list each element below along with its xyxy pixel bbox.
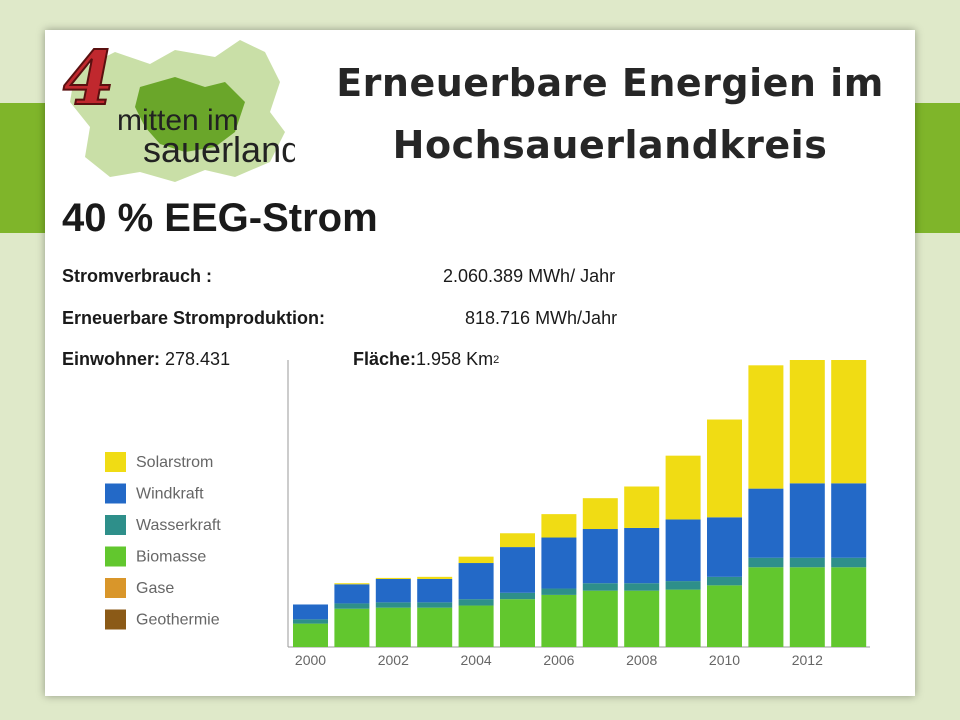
inhabitants-row: Einwohner: 278.431 [62, 349, 230, 370]
legend-swatch-gase [105, 578, 126, 598]
bar-windkraft-2003 [417, 578, 453, 603]
headline: 40 % EEG-Strom [62, 196, 378, 240]
bar-biomasse-2004 [458, 605, 494, 647]
bar-biomasse-2012 [789, 567, 825, 647]
bar-solarstrom-2010 [707, 419, 742, 518]
logo-line1: mitten im [117, 104, 239, 137]
bar-wasserkraft-2007 [582, 583, 618, 591]
bar-wasserkraft-2001 [334, 603, 370, 609]
bar-biomasse-2010 [707, 585, 742, 647]
bar-biomasse-2001 [334, 608, 370, 647]
bar-windkraft-2010 [707, 517, 742, 577]
bar-solarstrom-2003 [417, 576, 453, 579]
energy-bar-chart: 2000 2002 2004 2006 2008 2010 2012 Solarstrom Wi… [105, 360, 870, 668]
legend-swatch-biomasse [105, 546, 126, 567]
production-value: 818.716 MWh/Jahr [465, 308, 618, 328]
bar-wasserkraft-2002 [375, 602, 411, 608]
title-line1: Erneuerbare Energien im [336, 61, 884, 105]
title-line2: Hochsauerlandkreis [392, 123, 828, 167]
bar-wasserkraft-2005 [500, 592, 535, 600]
production-row: Erneuerbare Stromproduktion: [62, 308, 325, 329]
bar-wasserkraft-2009 [665, 581, 701, 590]
bar-solarstrom-2011 [748, 365, 784, 489]
page-title: Erneuerbare Energien im Hochsauerlandkre… [320, 52, 900, 176]
legend-label-windkraft: Windkraft [136, 486, 204, 503]
x-tick-label-2000: 2000 [295, 652, 326, 668]
consumption-value: 2.060.389 MWh/ Jahr [443, 266, 616, 286]
bar-biomasse-2005 [500, 599, 535, 647]
bar-wasserkraft-2006 [541, 588, 577, 595]
bar-windkraft-2006 [541, 537, 577, 589]
bar-windkraft-2013 [831, 483, 867, 558]
bar-windkraft-2012 [789, 483, 825, 558]
area-row: Fläche:1.958 Km2 [353, 349, 499, 370]
legend-label-gase: Gase [136, 580, 174, 597]
bar-wasserkraft-2000 [293, 619, 328, 624]
area-sup: 2 [493, 354, 500, 366]
bar-biomasse-2006 [541, 594, 577, 647]
area-label: Fläche: [353, 349, 417, 369]
legend-label-solarstrom: Solarstrom [136, 454, 213, 471]
consumption-label: Stromverbrauch : [62, 266, 213, 286]
bar-solarstrom-2012 [789, 360, 825, 484]
bar-windkraft-2008 [624, 527, 660, 584]
bar-biomasse-2009 [665, 589, 701, 647]
legend-label-biomasse: Biomasse [136, 549, 206, 566]
bar-wasserkraft-2008 [624, 583, 660, 591]
logo: 4 mitten im sauerland [62, 35, 295, 182]
bar-windkraft-2001 [334, 584, 370, 604]
bar-biomasse-2011 [748, 567, 784, 647]
bar-biomasse-2000 [293, 623, 328, 647]
bar-biomasse-2007 [582, 590, 618, 647]
legend-swatch-wasserkraft [105, 515, 126, 535]
bar-windkraft-2011 [748, 488, 784, 558]
bar-solarstrom-2001 [334, 583, 370, 585]
bar-biomasse-2008 [624, 590, 660, 647]
x-tick-label-2008: 2008 [626, 652, 657, 668]
bar-windkraft-2007 [582, 529, 618, 584]
consumption-row: Stromverbrauch : [62, 266, 212, 287]
bar-solarstrom-2005 [500, 533, 535, 548]
legend-swatch-windkraft [105, 483, 126, 504]
bar-biomasse-2002 [375, 607, 411, 647]
bar-wasserkraft-2004 [458, 599, 494, 606]
x-tick-label-2010: 2010 [709, 652, 740, 668]
legend-swatch-solarstrom [105, 452, 126, 472]
bar-windkraft-2004 [458, 563, 494, 600]
x-tick-label-2004: 2004 [461, 652, 492, 668]
bar-solarstrom-2008 [624, 486, 660, 528]
legend-label-geothermie: Geothermie [136, 612, 220, 629]
area-value: 1.958 Km [416, 349, 494, 369]
bar-windkraft-2000 [293, 604, 328, 620]
inhabitants-label: Einwohner: [62, 349, 160, 369]
x-tick-label-2012: 2012 [792, 652, 823, 668]
bar-windkraft-2005 [500, 547, 535, 593]
x-tick-label-2002: 2002 [378, 652, 409, 668]
bar-wasserkraft-2012 [789, 557, 825, 568]
bar-solarstrom-2006 [541, 514, 577, 538]
bar-solarstrom-2004 [458, 556, 494, 564]
bar-solarstrom-2007 [582, 498, 618, 530]
bar-wasserkraft-2010 [707, 576, 742, 586]
bar-solarstrom-2013 [831, 360, 867, 484]
region-map-dark [135, 77, 245, 152]
logo-number: 4 [63, 36, 115, 122]
bar-solarstrom-2009 [665, 455, 701, 520]
logo-line2: sauerland [143, 129, 295, 170]
bar-solarstrom-2002 [375, 577, 411, 579]
bar-wasserkraft-2013 [831, 557, 867, 568]
bar-wasserkraft-2011 [748, 557, 784, 568]
bar-windkraft-2002 [375, 578, 411, 603]
inhabitants-value: 278.431 [165, 349, 231, 369]
bar-biomasse-2003 [417, 607, 453, 647]
bar-wasserkraft-2003 [417, 602, 453, 608]
bar-biomasse-2013 [831, 567, 867, 647]
x-tick-label-2006: 2006 [543, 652, 574, 668]
bar-windkraft-2009 [665, 519, 701, 582]
production-label: Erneuerbare Stromproduktion: [62, 308, 326, 328]
legend-swatch-geothermie [105, 609, 126, 630]
legend-label-wasserkraft: Wasserkraft [136, 517, 221, 534]
